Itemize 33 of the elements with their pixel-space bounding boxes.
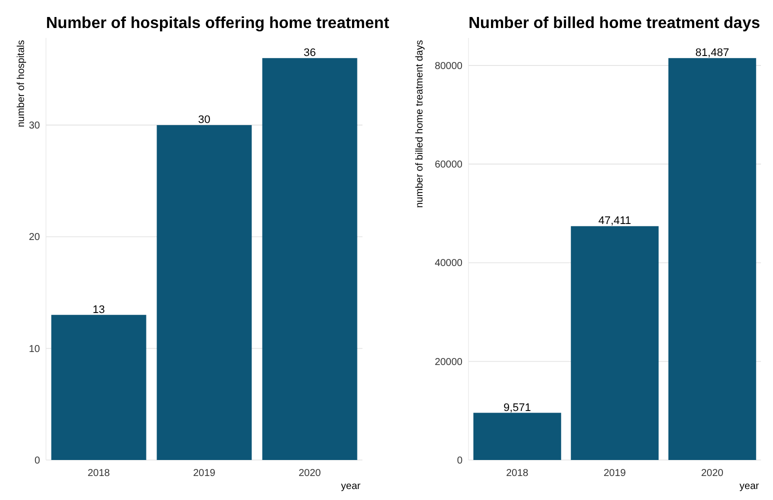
data-label: 81,487 [695,47,730,60]
y-tick-label: 60000 [434,160,463,171]
data-label: 36 [304,47,316,60]
x-tick-label: 2018 [506,468,529,479]
y-tick-label: 0 [456,456,463,466]
y-tick-label: 40000 [434,258,463,270]
x-axis-title: year [740,481,760,492]
data-label: 9,571 [503,402,532,414]
x-tick-label: 2018 [88,468,110,479]
y-axis-title: number of hospitals [16,40,27,128]
bar [668,58,756,460]
x-tick-label: 2020 [298,468,322,479]
x-tick-label: 2019 [193,468,216,479]
x-axis-title: year [341,481,362,492]
y-tick-label: 0 [34,456,40,466]
y-axis-title: number of billed home treatment days [414,40,426,208]
y-tick-label: 30 [28,120,40,132]
x-tick-label: 2019 [604,468,626,479]
y-tick-label: 20 [28,232,40,244]
y-tick-label: 10 [28,344,40,355]
bar [570,226,659,460]
data-label: 47,411 [598,215,632,228]
y-tick-label: 20000 [434,356,463,368]
data-label: 13 [92,304,105,316]
bar [156,125,252,460]
y-tick-label: 80000 [434,60,463,72]
bar [473,412,562,460]
bar [262,58,358,460]
chart-title: Number of billed home treatment days [468,15,760,32]
x-tick-label: 2020 [701,468,724,479]
data-label: 30 [198,114,210,126]
chart-title: Number of hospitals offering home treatment [46,15,390,32]
bar [51,314,146,460]
